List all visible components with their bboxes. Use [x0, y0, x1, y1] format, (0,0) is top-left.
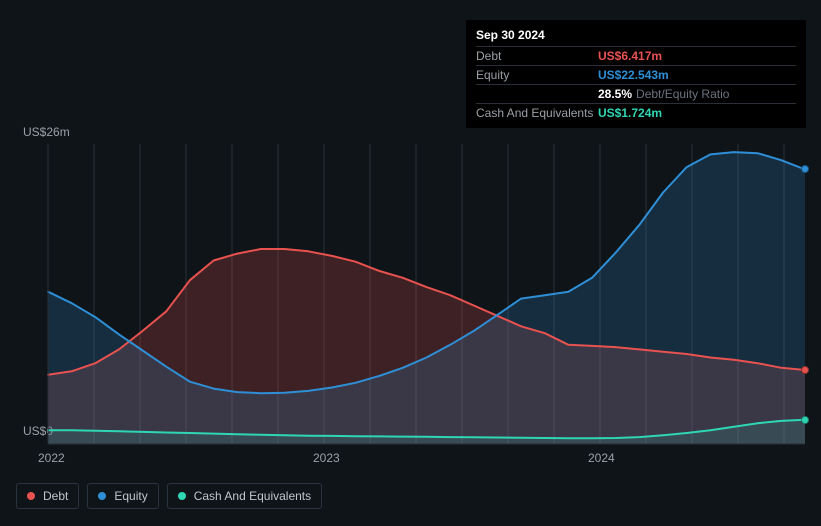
- tooltip-date: Sep 30 2024: [476, 26, 796, 46]
- x-axis-tick-label: 2023: [313, 451, 340, 465]
- tooltip-row-label: Cash And Equivalents: [476, 106, 598, 120]
- series-end-dot-icon: [801, 366, 809, 374]
- legend-dot-icon: [178, 492, 186, 500]
- tooltip-panel: Sep 30 2024 DebtUS$6.417mEquityUS$22.543…: [466, 20, 806, 128]
- legend-label: Cash And Equivalents: [194, 489, 311, 503]
- tooltip-row-value: US$1.724m: [598, 106, 662, 120]
- x-axis-tick-label: 2024: [588, 451, 615, 465]
- legend: Debt Equity Cash And Equivalents: [16, 483, 322, 509]
- tooltip-row-label: Equity: [476, 68, 598, 82]
- legend-item[interactable]: Debt: [16, 483, 79, 509]
- y-axis-max-label: US$26m: [23, 125, 70, 139]
- legend-item[interactable]: Cash And Equivalents: [167, 483, 322, 509]
- chart-plot[interactable]: [16, 144, 805, 446]
- tooltip-row: Cash And EquivalentsUS$1.724m: [476, 103, 796, 122]
- series-end-dot-icon: [801, 416, 809, 424]
- legend-dot-icon: [27, 492, 35, 500]
- legend-dot-icon: [98, 492, 106, 500]
- tooltip-row: DebtUS$6.417m: [476, 46, 796, 65]
- tooltip-row: 28.5%Debt/Equity Ratio: [476, 84, 796, 103]
- series-end-dot-icon: [801, 165, 809, 173]
- tooltip-row-label: Debt: [476, 49, 598, 63]
- tooltip-row-value: US$22.543m: [598, 68, 669, 82]
- tooltip-row-value: US$6.417m: [598, 49, 662, 63]
- x-axis-tick-label: 2022: [38, 451, 65, 465]
- legend-label: Debt: [43, 489, 68, 503]
- tooltip-row-extra: Debt/Equity Ratio: [636, 87, 729, 101]
- tooltip-row-value: 28.5%Debt/Equity Ratio: [598, 87, 729, 101]
- tooltip-row-label: [476, 87, 598, 101]
- legend-label: Equity: [114, 489, 147, 503]
- tooltip-row: EquityUS$22.543m: [476, 65, 796, 84]
- legend-item[interactable]: Equity: [87, 483, 158, 509]
- chart-container: Sep 30 2024 DebtUS$6.417mEquityUS$22.543…: [0, 0, 821, 526]
